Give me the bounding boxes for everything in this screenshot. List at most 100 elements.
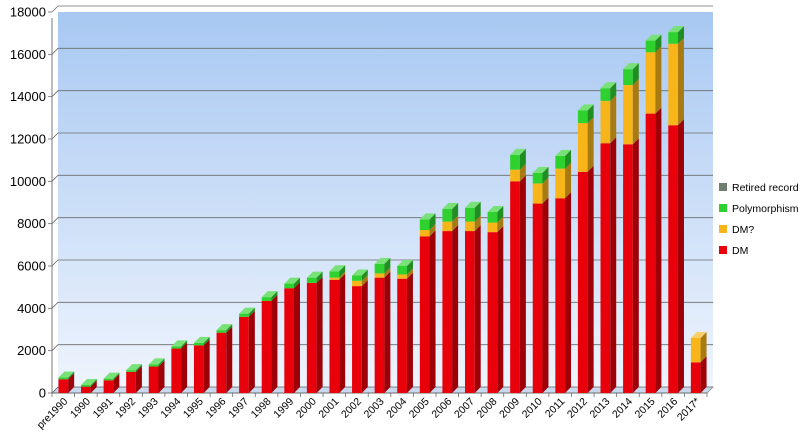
- bar-dm--side: [384, 267, 391, 278]
- x-tick-label: 2004: [384, 396, 409, 421]
- bar-polymorphisms-side: [587, 104, 594, 124]
- bar-dm-side: [316, 276, 323, 393]
- bar-dm-: [397, 274, 407, 279]
- bar-dm: [58, 379, 69, 393]
- bar-dm-side: [158, 360, 165, 393]
- bar-polymorphisms: [419, 219, 430, 231]
- bar-polymorphisms-side: [542, 166, 549, 184]
- bar-dm-side: [677, 119, 684, 393]
- bar-polymorphisms: [126, 370, 136, 372]
- bar-polymorphisms-side: [655, 34, 662, 53]
- bar-dm: [487, 232, 498, 393]
- bar-polymorphisms-top: [103, 372, 120, 379]
- bar-dm: [600, 143, 611, 393]
- y-tick-label: 12000: [10, 132, 46, 147]
- bar-polymorphisms-top: [532, 166, 549, 173]
- bar-polymorphisms: [261, 297, 272, 301]
- x-tick-label: 1993: [136, 396, 161, 421]
- y-tick-label: 14000: [10, 89, 46, 104]
- bar-dm: [261, 300, 272, 393]
- bar-polymorphisms-side: [135, 364, 142, 372]
- bar-dm-side: [203, 339, 210, 393]
- bar-dm-: [690, 337, 701, 363]
- bar-polymorphisms: [193, 342, 204, 346]
- bar-polymorphisms: [668, 32, 678, 44]
- bar-polymorphisms-top: [352, 269, 368, 276]
- bar-polymorphisms: [239, 313, 249, 317]
- bar-dm-side: [700, 356, 707, 393]
- x-tick-label: 1999: [271, 396, 296, 421]
- bar-dm: [284, 288, 295, 393]
- bar-dm-: [419, 230, 430, 237]
- bar-dm-side: [519, 175, 526, 393]
- x-tick-label: 2009: [497, 396, 522, 421]
- bar-polymorphisms-top: [487, 206, 504, 213]
- bar-polymorphisms: [510, 154, 520, 170]
- bar-polymorphisms-top: [374, 257, 391, 264]
- bar-dm-side: [271, 294, 278, 393]
- bar-dm: [532, 203, 543, 393]
- gridline: [51, 5, 713, 13]
- bar-dm--side: [361, 274, 368, 287]
- bar-polymorphisms: [352, 275, 362, 281]
- bar-polymorphisms: [442, 208, 453, 222]
- bar-polymorphisms-side: [632, 63, 639, 86]
- bar-dm-side: [294, 282, 301, 393]
- gridline: [51, 90, 713, 97]
- bar-polymorphisms: [623, 69, 633, 86]
- bar-dm-side: [248, 310, 255, 393]
- bar-dm--side: [519, 163, 526, 182]
- bar-polymorphisms-side: [565, 149, 572, 169]
- bar-polymorphisms-top: [329, 265, 346, 272]
- bar-polymorphisms-side: [519, 148, 526, 170]
- legend-label: Polymorphisms: [732, 203, 798, 215]
- bar-dm--side: [474, 215, 481, 232]
- bar-dm-: [352, 280, 362, 287]
- bar-polymorphisms-top: [239, 307, 255, 314]
- y-tick-label: 8000: [17, 216, 46, 231]
- bar-dm-: [668, 43, 678, 126]
- bar-polymorphisms-side: [610, 82, 617, 101]
- legend-label: Retired records: [732, 182, 798, 194]
- x-tick-label: 2012: [565, 396, 590, 421]
- bar-dm--side: [406, 268, 413, 279]
- bar-polymorphisms: [464, 207, 475, 222]
- bar-polymorphisms-side: [339, 265, 346, 278]
- x-tick-label: 1998: [249, 396, 274, 421]
- x-tick-label: 2002: [339, 396, 364, 421]
- bar-polymorphisms-side: [248, 307, 255, 317]
- bar-polymorphisms: [284, 283, 295, 289]
- y-tick-label: 18000: [10, 5, 46, 20]
- bar-polymorphisms-side: [677, 26, 684, 44]
- x-tick-label: 2008: [475, 396, 500, 421]
- bar-dm-: [329, 277, 340, 280]
- bar-dm: [510, 181, 520, 393]
- bar-dm-side: [339, 273, 346, 393]
- bar-dm--side: [497, 216, 504, 233]
- bar-polymorphisms-top: [623, 63, 639, 70]
- x-tick-label: 1991: [91, 396, 116, 421]
- bar-polymorphisms: [216, 330, 227, 333]
- bar-dm: [171, 348, 182, 393]
- bar-polymorphisms-top: [58, 371, 75, 378]
- bar-dm: [81, 386, 91, 393]
- bar-polymorphisms-side: [429, 213, 436, 231]
- bar-polymorphisms-side: [316, 271, 323, 283]
- bar-polymorphisms-top: [555, 149, 572, 156]
- bar-polymorphisms: [58, 377, 69, 380]
- x-tick-label: 1992: [113, 396, 138, 421]
- bar-dm-: [374, 273, 385, 278]
- bar-dm: [623, 144, 633, 393]
- bar-polymorphisms: [103, 378, 114, 381]
- legend-swatch: [719, 204, 727, 212]
- legend-swatch: [719, 246, 727, 254]
- bar-dm-side: [406, 272, 413, 393]
- bar-dm: [397, 278, 407, 393]
- x-tick-label: 2007: [452, 396, 477, 421]
- x-tick-label: 2017*: [675, 396, 703, 424]
- gridline: [51, 47, 713, 55]
- bar-polymorphisms-side: [113, 372, 120, 381]
- bar-polymorphisms-top: [397, 260, 413, 266]
- bar-dm-side: [361, 280, 368, 393]
